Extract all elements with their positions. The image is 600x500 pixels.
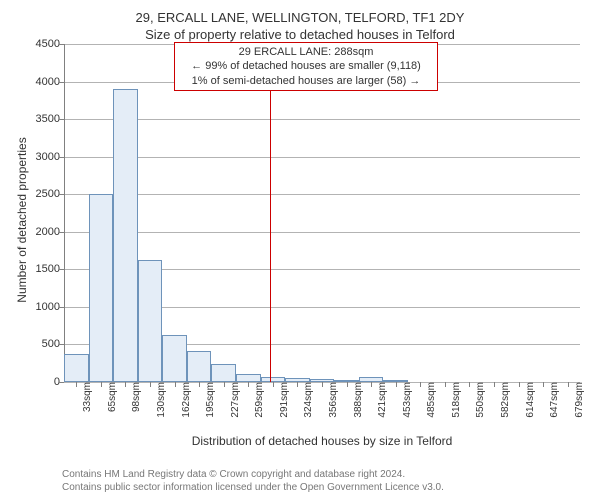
histogram-bar xyxy=(187,351,212,382)
plot-area: 05001000150020002500300035004000450033sq… xyxy=(64,44,580,382)
x-tick-label: 259sqm xyxy=(252,382,265,418)
reference-line xyxy=(270,44,271,382)
x-tick-mark xyxy=(420,382,421,387)
y-gridline xyxy=(64,232,580,233)
histogram-bar xyxy=(89,194,114,382)
x-tick-label: 582sqm xyxy=(498,382,511,418)
copyright-line2: Contains public sector information licen… xyxy=(62,481,444,494)
x-tick-label: 388sqm xyxy=(351,382,364,418)
x-tick-mark xyxy=(101,382,102,387)
histogram-bar xyxy=(113,89,138,382)
x-tick-label: 195sqm xyxy=(203,382,216,418)
chart-title-main: 29, ERCALL LANE, WELLINGTON, TELFORD, TF… xyxy=(10,10,590,25)
copyright-text: Contains HM Land Registry data © Crown c… xyxy=(62,468,444,494)
annotation-box: 29 ERCALL LANE: 288sqm ← 99% of detached… xyxy=(174,42,438,91)
x-tick-label: 614sqm xyxy=(523,382,536,418)
y-axis-line xyxy=(64,44,65,382)
x-tick-mark xyxy=(371,382,372,387)
x-tick-label: 679sqm xyxy=(572,382,585,418)
histogram-bar xyxy=(138,260,163,382)
x-tick-mark xyxy=(445,382,446,387)
x-tick-mark xyxy=(322,382,323,387)
annotation-line1: 29 ERCALL LANE: 288sqm xyxy=(181,45,431,59)
x-tick-mark xyxy=(273,382,274,387)
histogram-bar xyxy=(211,364,236,382)
x-tick-label: 162sqm xyxy=(179,382,192,418)
x-tick-mark xyxy=(199,382,200,387)
x-tick-label: 98sqm xyxy=(129,382,142,412)
x-tick-label: 324sqm xyxy=(301,382,314,418)
x-tick-mark xyxy=(519,382,520,387)
x-tick-label: 550sqm xyxy=(473,382,486,418)
x-tick-mark xyxy=(76,382,77,387)
annotation-line2: ← 99% of detached houses are smaller (9,… xyxy=(181,59,431,73)
x-tick-mark xyxy=(396,382,397,387)
x-tick-label: 453sqm xyxy=(400,382,413,418)
x-tick-mark xyxy=(494,382,495,387)
x-tick-mark xyxy=(568,382,569,387)
histogram-bar xyxy=(162,335,187,382)
x-tick-label: 291sqm xyxy=(277,382,290,418)
y-gridline xyxy=(64,119,580,120)
y-gridline xyxy=(64,194,580,195)
x-tick-mark xyxy=(469,382,470,387)
histogram-bar xyxy=(236,374,261,382)
y-gridline xyxy=(64,157,580,158)
copyright-line1: Contains HM Land Registry data © Crown c… xyxy=(62,468,444,481)
x-tick-mark xyxy=(125,382,126,387)
x-tick-label: 33sqm xyxy=(80,382,93,412)
x-tick-mark xyxy=(248,382,249,387)
property-size-histogram: 29, ERCALL LANE, WELLINGTON, TELFORD, TF… xyxy=(0,0,600,500)
chart-title-sub: Size of property relative to detached ho… xyxy=(10,27,590,42)
x-tick-label: 130sqm xyxy=(154,382,167,418)
x-tick-label: 227sqm xyxy=(228,382,241,418)
x-tick-mark xyxy=(297,382,298,387)
x-tick-label: 485sqm xyxy=(424,382,437,418)
x-tick-label: 65sqm xyxy=(105,382,118,412)
y-axis-label: Number of detached properties xyxy=(15,120,29,320)
x-tick-mark xyxy=(543,382,544,387)
annotation-line3: 1% of semi-detached houses are larger (5… xyxy=(181,74,431,88)
x-tick-mark xyxy=(224,382,225,387)
x-tick-mark xyxy=(175,382,176,387)
x-tick-label: 518sqm xyxy=(449,382,462,418)
x-axis-label: Distribution of detached houses by size … xyxy=(64,434,580,448)
x-tick-label: 356sqm xyxy=(326,382,339,418)
x-tick-mark xyxy=(150,382,151,387)
x-tick-mark xyxy=(347,382,348,387)
x-tick-label: 647sqm xyxy=(547,382,560,418)
y-tick-mark xyxy=(59,382,64,383)
x-tick-label: 421sqm xyxy=(375,382,388,418)
histogram-bar xyxy=(64,354,89,382)
